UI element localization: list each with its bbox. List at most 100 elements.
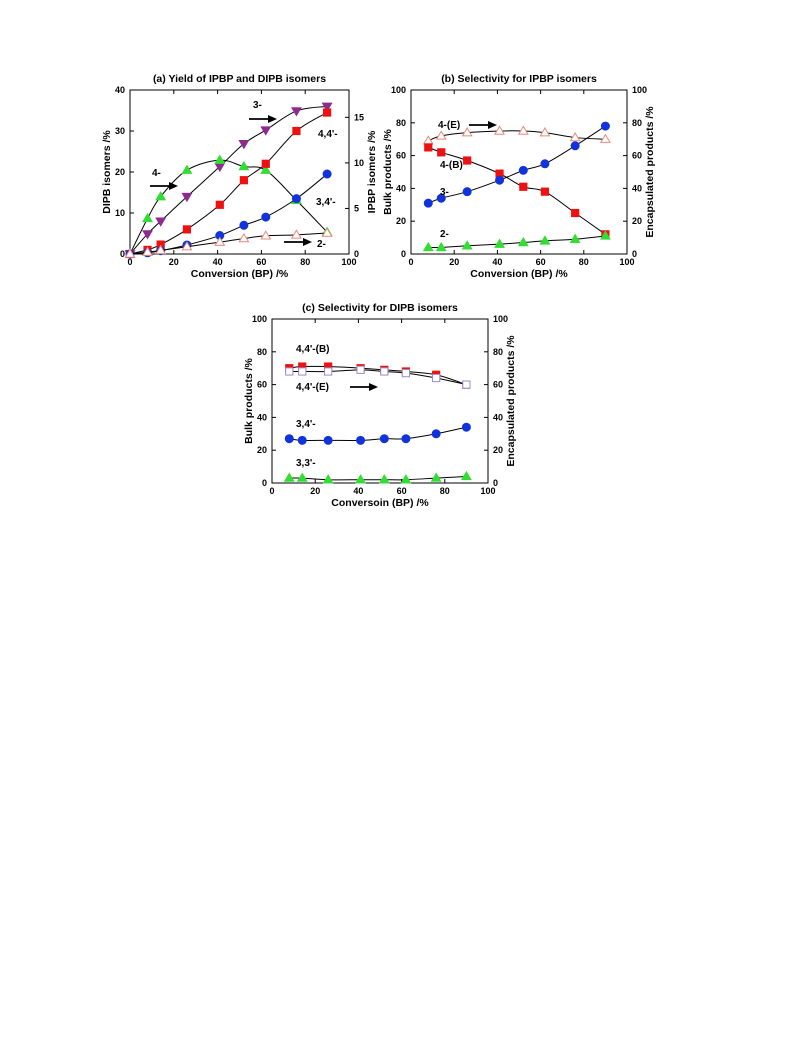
data-point-a-4 (155, 244, 167, 255)
y-tick-label-right: 20 (493, 445, 503, 455)
y-tick-label-left: 30 (115, 126, 125, 136)
annotation-label: 2- (440, 229, 449, 240)
y-tick-label-left: 80 (396, 118, 406, 128)
y-tick-label-left: 0 (262, 478, 267, 488)
data-point-a-4 (142, 246, 153, 256)
y-tick-label-right: 80 (632, 118, 642, 128)
data-point-c-2 (401, 434, 411, 444)
y-tick-label-right: 10 (354, 158, 364, 168)
data-point-c-1 (298, 367, 307, 376)
x-axis-label-c: Conversoin (BP) /% (331, 497, 429, 509)
data-point-a-1 (238, 160, 250, 171)
data-point-a-3 (291, 194, 301, 204)
plot-frame-a (129, 89, 350, 255)
x-tick-label: 60 (397, 486, 407, 496)
data-point-b-3 (422, 241, 434, 252)
x-axis-label-a: Conversion (BP) /% (191, 268, 289, 280)
annotation-label: 3- (253, 100, 262, 111)
y-tick-label-left: 0 (120, 249, 125, 259)
x-tick-label: 40 (213, 257, 223, 267)
data-point-a-0 (321, 102, 333, 112)
y-tick-label-right: 15 (354, 112, 364, 122)
data-point-b-3 (494, 238, 506, 248)
data-point-a-2 (292, 126, 301, 136)
arrow-head (303, 238, 312, 246)
y-tick-label-left: 20 (257, 445, 267, 455)
plot-frame-b (410, 89, 628, 255)
y-tick-label-left: 40 (257, 412, 267, 422)
x-tick-label: 100 (619, 257, 634, 267)
data-point-c-1 (462, 380, 471, 389)
data-point-a-4 (321, 227, 333, 237)
data-point-a-1 (142, 212, 153, 223)
data-point-b-1 (571, 208, 580, 218)
x-tick-label: 0 (269, 486, 274, 496)
data-point-b-2 (436, 193, 446, 203)
annotation-label: 2- (317, 239, 326, 250)
data-point-a-3 (261, 212, 271, 222)
y-tick-label-left: 60 (257, 380, 267, 390)
data-point-c-3 (460, 470, 472, 481)
y-tick-label-right: 100 (632, 85, 647, 95)
y-axis-label-right-c: Encapsulated products /% (505, 335, 517, 467)
data-point-c-1 (324, 367, 333, 376)
y-axis-label-right-b: Encapsulated products /% (644, 106, 656, 238)
data-point-b-3 (461, 240, 473, 250)
data-point-b-3 (517, 236, 529, 247)
data-point-c-3 (355, 474, 367, 484)
annotation-label: 4- (152, 168, 161, 179)
data-point-b-1 (519, 182, 528, 191)
data-point-a-1 (181, 164, 193, 174)
data-point-b-0 (494, 125, 506, 135)
y-tick-label-left: 40 (396, 183, 406, 193)
data-point-b-1 (424, 143, 433, 152)
y-tick-label-left: 100 (252, 314, 267, 324)
annotation-label: 4,4'- (318, 129, 338, 140)
y-tick-label-left: 60 (396, 151, 406, 161)
data-point-a-2 (261, 159, 270, 168)
annotation-label: 4,4'-(B) (296, 344, 330, 355)
annotation-label: 4-(E) (438, 120, 460, 131)
y-axis-label-right-a: IPBP isomers /% (366, 130, 378, 213)
y-tick-label-right: 0 (354, 249, 359, 259)
data-point-b-2 (462, 187, 472, 197)
data-point-b-1 (437, 148, 446, 157)
data-point-a-4 (290, 229, 302, 239)
x-tick-label: 60 (256, 257, 266, 267)
arrow-head (369, 383, 378, 391)
y-tick-label-left: 20 (115, 167, 125, 177)
annotation-label: 3,3'- (296, 458, 316, 469)
x-tick-label: 60 (536, 257, 546, 267)
data-point-a-4 (238, 232, 250, 243)
data-point-b-3 (435, 241, 447, 252)
data-point-a-1 (214, 154, 226, 164)
data-point-c-1 (380, 367, 389, 376)
data-point-b-3 (599, 230, 611, 240)
y-tick-label-left: 80 (257, 347, 267, 357)
x-tick-label: 20 (310, 486, 320, 496)
data-point-b-3 (569, 233, 581, 243)
data-point-c-1 (356, 365, 365, 374)
data-point-c-3 (430, 472, 442, 482)
y-tick-label-left: 40 (115, 85, 125, 95)
data-point-a-3 (239, 220, 249, 230)
annotation-label: 4-(B) (440, 160, 463, 171)
x-tick-label: 80 (440, 486, 450, 496)
data-point-a-2 (182, 225, 192, 234)
y-axis-label-left-c: Bulk products /% (243, 357, 255, 443)
y-tick-label-right: 40 (632, 183, 642, 193)
y-tick-label-right: 20 (632, 216, 642, 226)
chart-title-b: (b) Selectivity for IPBP isomers (441, 73, 597, 85)
data-point-b-0 (435, 130, 447, 140)
arrow-head (169, 182, 178, 190)
y-tick-label-right: 60 (632, 151, 642, 161)
data-point-a-0 (142, 230, 153, 240)
data-point-a-4 (181, 241, 193, 251)
data-point-a-0 (155, 217, 167, 227)
y-tick-label-right: 100 (493, 314, 508, 324)
data-point-b-2 (540, 159, 550, 169)
x-tick-label: 0 (127, 257, 132, 267)
chart-title-a: (a) Yield of IPBP and DIPB isomers (153, 73, 326, 85)
data-point-b-2 (600, 121, 610, 131)
